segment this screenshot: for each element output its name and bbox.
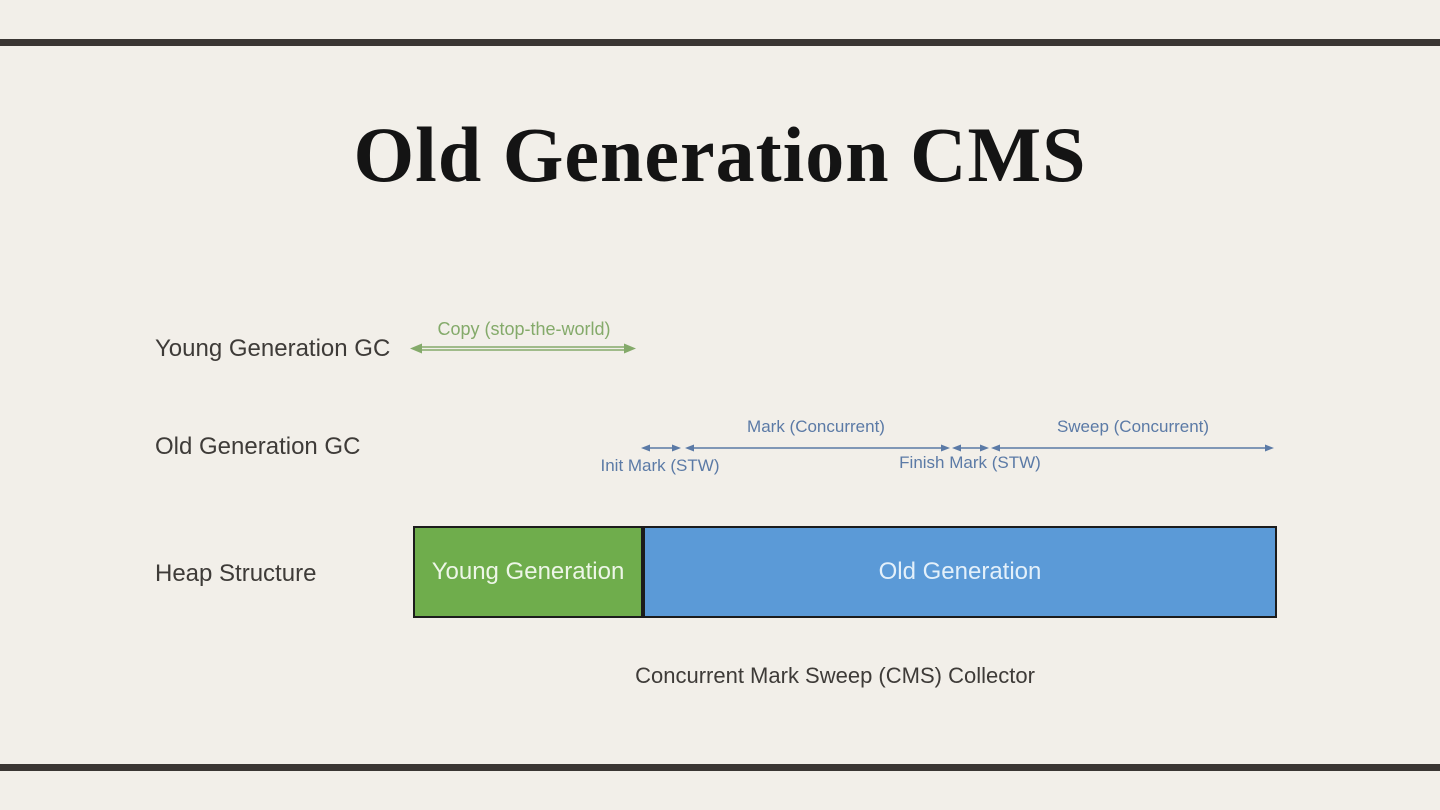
copy-stw-label: Copy (stop-the-world) bbox=[437, 319, 611, 339]
slide-title: Old Generation CMS bbox=[353, 111, 1087, 198]
init-mark-arrow-icon bbox=[641, 444, 681, 452]
bottom-border-line bbox=[0, 764, 1440, 771]
finish-mark-arrow-icon bbox=[952, 444, 989, 452]
mark-concurrent-arrow-icon bbox=[685, 444, 950, 452]
old-generation-gc-label: Old Generation GC bbox=[155, 433, 361, 460]
young-generation-box-label: Young Generation bbox=[431, 558, 625, 585]
old-generation-box: Old Generation bbox=[643, 526, 1277, 618]
young-generation-gc-label: Young Generation GC bbox=[155, 335, 391, 362]
old-generation-box-label: Old Generation bbox=[878, 558, 1042, 585]
mark-concurrent-label: Mark (Concurrent) bbox=[747, 417, 885, 436]
sweep-concurrent-arrow-icon bbox=[991, 444, 1274, 452]
copy-stw-double-arrow-icon bbox=[410, 343, 636, 354]
diagram-caption: Concurrent Mark Sweep (CMS) Collector bbox=[635, 663, 1035, 688]
young-generation-box: Young Generation bbox=[413, 526, 643, 618]
sweep-concurrent-label: Sweep (Concurrent) bbox=[1056, 417, 1210, 436]
finish-mark-stw-label: Finish Mark (STW) bbox=[899, 453, 1041, 472]
top-border-line bbox=[0, 39, 1440, 46]
heap-structure-label: Heap Structure bbox=[155, 560, 317, 587]
init-mark-stw-label: Init Mark (STW) bbox=[600, 456, 720, 475]
